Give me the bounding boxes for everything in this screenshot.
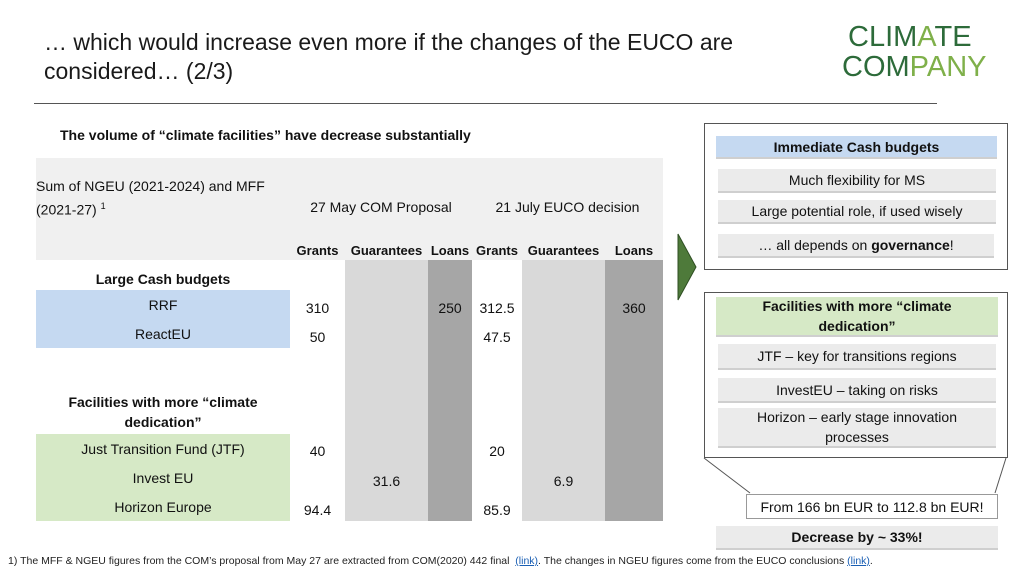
cell-jtf-grants-com: 40	[309, 443, 326, 459]
col-group-com-proposal: 27 May COM Proposal	[310, 199, 452, 215]
cell-horizon-grants-euco: 85.9	[483, 502, 511, 518]
cell-investeu-guarantees-euco: 6.9	[553, 473, 574, 489]
cell-reacteu-grants-euco: 47.5	[483, 329, 511, 345]
cell-reacteu-grants-com: 50	[309, 329, 326, 345]
row-label-reacteu: ReactEU	[36, 320, 290, 348]
section-climate-facilities: Facilities with more “climate dedication…	[68, 394, 258, 430]
cell-jtf-grants-euco: 20	[489, 443, 505, 459]
logo-text-com: COM	[842, 51, 910, 83]
facilities-header: Facilities with more “climate dedication…	[716, 297, 998, 337]
arrow-right-icon	[677, 233, 697, 301]
corner-footnote-ref: 1	[100, 201, 106, 211]
cell-rrf-grants-com: 310	[305, 300, 330, 316]
subheader-guarantees-1: Guarantees	[350, 242, 423, 258]
col-guarantees-1-bg	[345, 260, 428, 521]
footnote-link-com[interactable]: (link)	[515, 555, 539, 567]
footnote-text-1: 1) The MFF & NGEU figures from the COM’s…	[8, 555, 516, 567]
col-grants-1-bg	[290, 260, 345, 521]
pill-investeu: InvestEU – taking on risks	[718, 378, 996, 403]
title-divider	[34, 103, 937, 104]
cell-investeu-guarantees-com: 31.6	[372, 473, 401, 489]
row-label-rrf: RRF	[36, 290, 290, 320]
subheader-loans-1: Loans	[430, 242, 470, 258]
table-corner-label: Sum of NGEU (2021-2024) and MFF (2021-27…	[36, 176, 290, 220]
footnote-link-euco[interactable]: (link)	[847, 555, 870, 567]
col-grants-2-bg	[472, 260, 522, 521]
table-subtitle: The volume of “climate facilities” have …	[60, 127, 471, 143]
slide-title-line2: considered… (2/3)	[44, 58, 234, 84]
logo-text-clim: CLIM	[848, 21, 918, 53]
immediate-cash-header: Immediate Cash budgets	[716, 136, 997, 159]
row-label-investeu: Invest EU	[36, 463, 290, 492]
logo-text-te: TE	[934, 21, 972, 53]
col-group-euco-decision: 21 July EUCO decision	[495, 199, 640, 215]
footnote: 1) The MFF & NGEU figures from the COM’s…	[8, 555, 873, 567]
callout-connector	[703, 457, 1007, 494]
pill-potential-role: Large potential role, if used wisely	[718, 200, 996, 224]
pill-horizon: Horizon – early stage innovation process…	[718, 408, 996, 448]
row-label-horizon: Horizon Europe	[36, 492, 290, 521]
row-label-jtf: Just Transition Fund (JTF)	[36, 434, 290, 463]
pill-flexibility: Much flexibility for MS	[718, 169, 996, 193]
footnote-text-2: . The changes in NGEU figures come from …	[538, 555, 848, 567]
logo-text-pany: PANY	[909, 51, 987, 83]
col-guarantees-2-bg	[522, 260, 605, 521]
governance-keyword: governance	[871, 237, 950, 253]
subheader-grants-2: Grants	[476, 242, 518, 258]
governance-suffix: !	[949, 237, 954, 253]
section-large-cash-budgets: Large Cash budgets	[95, 271, 231, 287]
slide-title-line1: … which would increase even more if the …	[44, 29, 734, 55]
cell-rrf-loans-com: 250	[438, 300, 462, 316]
decrease-badge: Decrease by ~ 33%!	[716, 526, 998, 550]
table-header-bg	[36, 158, 663, 260]
col-loans-2-bg	[605, 260, 663, 521]
cell-rrf-grants-euco: 312.5	[479, 300, 515, 316]
cell-horizon-grants-com: 94.4	[303, 502, 332, 518]
corner-line1: Sum of NGEU (2021-2024) and MFF	[36, 178, 265, 194]
subheader-grants-1: Grants	[296, 242, 339, 258]
corner-line2: (2021-27)	[36, 201, 101, 218]
slide-title: … which would increase even more if the …	[44, 28, 804, 86]
logo-text-a: A	[917, 21, 935, 53]
climate-company-logo: CLIMATE COMPANY	[840, 18, 1000, 84]
subheader-guarantees-2: Guarantees	[527, 242, 600, 258]
pill-jtf: JTF – key for transitions regions	[718, 344, 996, 370]
col-loans-1-bg	[428, 260, 472, 521]
pill-governance: … all depends on governance!	[718, 234, 994, 258]
cell-rrf-loans-euco: 360	[622, 300, 646, 316]
subheader-loans-2: Loans	[614, 242, 654, 258]
footnote-text-3: .	[869, 555, 873, 567]
result-callout: From 166 bn EUR to 112.8 bn EUR!	[746, 494, 998, 519]
governance-prefix: … all depends on	[758, 237, 872, 253]
